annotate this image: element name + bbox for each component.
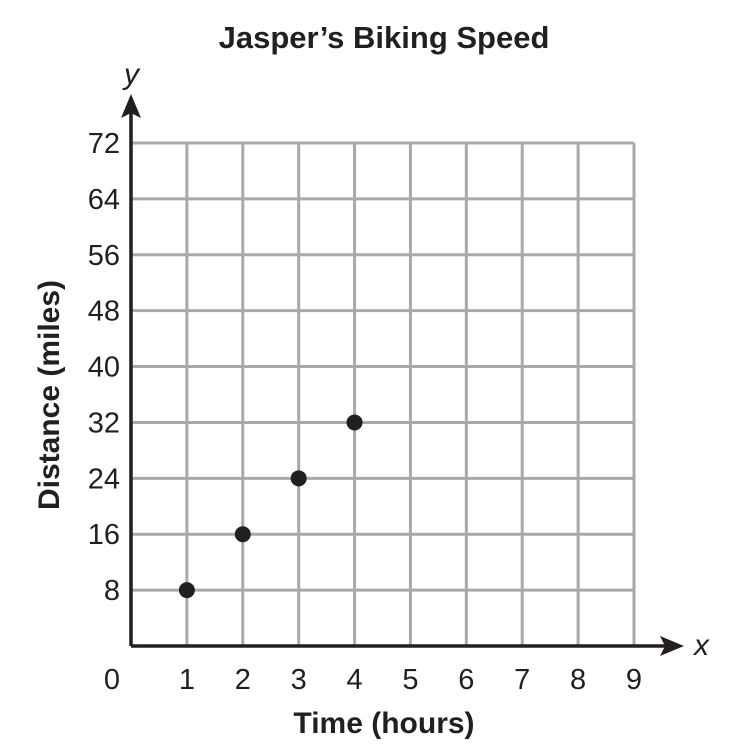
x-tick-label: 5 [402, 664, 418, 696]
data-point [178, 582, 195, 599]
x-tick-label: 2 [235, 664, 251, 696]
axes [121, 94, 684, 656]
y-tick-label: 16 [88, 519, 120, 551]
x-tick-label: 9 [626, 664, 642, 696]
x-tick-label: 3 [291, 664, 307, 696]
y-tick-label: 72 [88, 128, 120, 160]
x-axis-arrow-icon [660, 636, 684, 656]
data-point [234, 526, 251, 543]
x-axis-title: Time (hours) [293, 707, 474, 740]
y-tick-label: 32 [88, 407, 120, 439]
y-axis-title: Distance (miles) [33, 280, 66, 510]
y-tick-label: 64 [88, 184, 120, 216]
y-tick-label: 8 [104, 575, 120, 607]
y-tick-label: 24 [88, 463, 120, 495]
x-tick-label: 6 [458, 664, 474, 696]
y-tick-label: 48 [88, 296, 120, 328]
x-tick-label: 4 [346, 664, 362, 696]
x-tick-label: 7 [514, 664, 530, 696]
grid [131, 141, 636, 646]
x-axis-variable: x [692, 629, 710, 662]
y-tick-label: 56 [88, 240, 120, 272]
x-tick-label: 1 [179, 664, 195, 696]
x-tick-label: 8 [570, 664, 586, 696]
data-point [290, 470, 307, 487]
x-tick-labels: 0 1 2 3 4 5 6 7 8 9 [104, 664, 642, 696]
data-point [346, 414, 363, 431]
x-tick-label: 0 [104, 664, 120, 696]
y-tick-label: 40 [88, 352, 120, 384]
y-axis-arrow-icon [121, 94, 141, 118]
data-points [178, 414, 363, 599]
chart-title: Jasper’s Biking Speed [219, 20, 550, 55]
y-tick-labels: 8 16 24 32 40 48 56 64 72 [88, 128, 120, 607]
y-axis-variable: y [122, 58, 141, 91]
